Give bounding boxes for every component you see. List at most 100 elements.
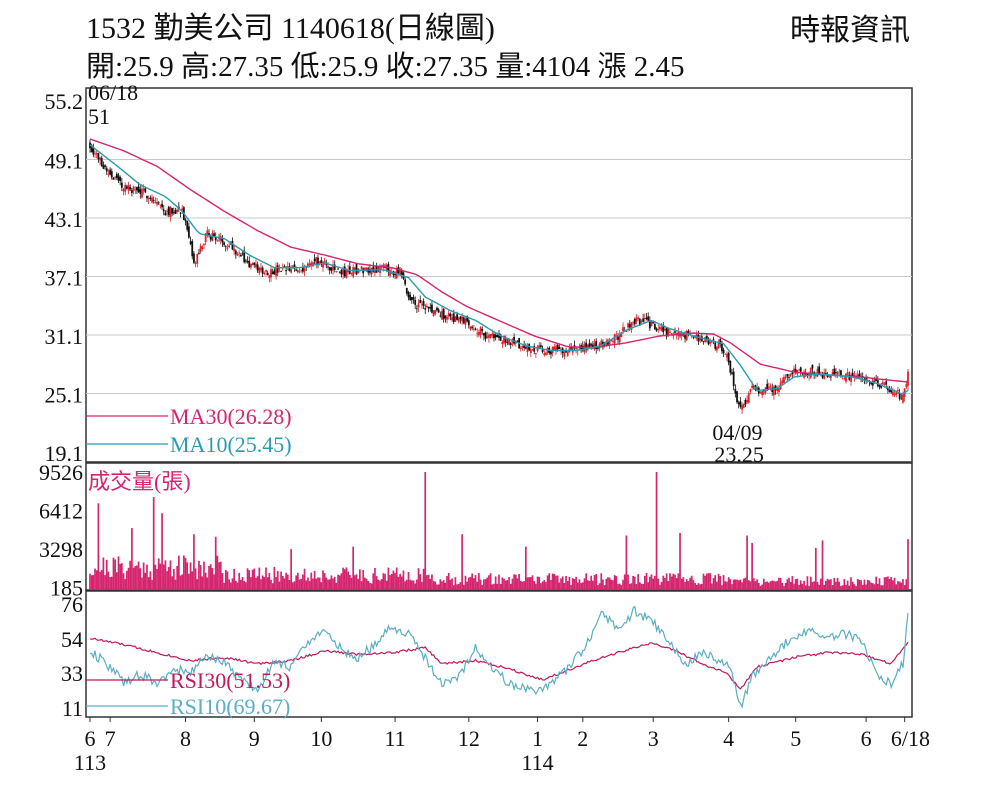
candle-body (814, 374, 817, 376)
candle-body (436, 307, 438, 311)
volume-bar (481, 584, 484, 590)
price-axis: 55.2 49.1 43.1 37.1 31.1 25.1 19.1 (45, 89, 912, 466)
volume-bar (405, 579, 408, 590)
candle-body (712, 339, 715, 341)
candle-body (593, 343, 596, 350)
candle-body (303, 268, 306, 272)
volume-bar (193, 534, 195, 590)
volume-bar (682, 577, 685, 590)
candle-body (508, 339, 510, 345)
candle-body (491, 333, 494, 336)
candle-body (301, 266, 304, 272)
candle-body (315, 257, 318, 265)
volume-bar (878, 578, 881, 590)
volume-bar (845, 584, 847, 590)
volume-bar (142, 562, 145, 590)
candle-body (256, 264, 259, 271)
candle-body (216, 240, 219, 242)
candle-body (890, 389, 893, 393)
candle-body (645, 317, 648, 320)
candle-body (540, 345, 542, 347)
candle-body (142, 188, 145, 191)
volume-bar (90, 575, 93, 590)
candle-body (120, 182, 123, 188)
date-tick-label: 5 (790, 726, 801, 751)
volume-bar (788, 577, 790, 590)
candle-body (699, 338, 702, 341)
volume-bar (598, 583, 601, 590)
candle-body (476, 332, 479, 334)
volume-bar (186, 562, 189, 590)
volume-bar (434, 581, 437, 590)
volume-bar (509, 583, 512, 590)
candle-body (102, 165, 105, 169)
candle-body (295, 269, 298, 271)
candle-body (652, 321, 655, 323)
date-tick-label: 12 (458, 726, 480, 751)
candle-body (283, 266, 286, 268)
volume-bar (379, 580, 381, 590)
volume-bar (449, 579, 452, 590)
volume-bar (260, 579, 262, 590)
volume-bar (211, 568, 214, 590)
volume-bar (825, 580, 827, 590)
volume-bar (791, 576, 794, 590)
candle-body (736, 391, 738, 403)
candle-body (504, 339, 507, 343)
candle-body (109, 169, 112, 175)
volume-bar (228, 579, 230, 590)
volume-bar (541, 581, 544, 590)
volume-bar (107, 571, 110, 590)
volume-bar (312, 578, 314, 590)
volume-bar (732, 579, 735, 590)
volume-bar (459, 582, 462, 590)
candle-body (888, 390, 891, 392)
candle-body (447, 313, 450, 317)
candle-body (405, 288, 408, 294)
candle-body (129, 186, 132, 190)
candle-body (296, 270, 299, 273)
candle-body (709, 341, 712, 344)
volume-bar (374, 567, 376, 590)
candle-body (228, 245, 231, 248)
volume-bar (377, 579, 380, 590)
candle-body (198, 252, 200, 254)
volume-bar (513, 574, 515, 590)
candle-body (650, 320, 653, 327)
candle-body (838, 370, 841, 372)
candle-body (529, 349, 532, 354)
volume-bar (410, 580, 413, 590)
volume-bar (754, 581, 757, 590)
volume-bar (385, 580, 388, 590)
volume-bar (586, 580, 589, 590)
volume-bar (592, 580, 594, 590)
candle-body (514, 342, 517, 344)
candle-body (176, 209, 179, 212)
candle-body (581, 346, 584, 351)
candle-body (467, 320, 470, 326)
volume-bar (305, 580, 308, 590)
candle-body (489, 334, 492, 338)
rsi-panel-frame (85, 590, 913, 718)
volume-bar (147, 577, 150, 590)
volume-bar (719, 576, 722, 590)
volume-bar (330, 575, 333, 590)
candle-body (818, 366, 821, 375)
candle-body (201, 246, 204, 249)
volume-bar (747, 580, 750, 590)
candle-body (534, 352, 537, 354)
volume-bar (501, 577, 504, 590)
volume-bar (102, 557, 105, 590)
volume-bar (300, 578, 303, 590)
volume-bar (526, 577, 529, 590)
rsi-line-rsi10 (89, 605, 909, 709)
volume-bar (206, 577, 209, 590)
candle-body (486, 336, 489, 338)
candle-body (422, 301, 425, 306)
candle-body (335, 271, 338, 273)
volume-bar (546, 575, 549, 590)
candle-body (362, 268, 365, 274)
date-tick-label: 8 (180, 726, 191, 751)
volume-bar (726, 581, 728, 590)
candle-body (90, 145, 93, 153)
